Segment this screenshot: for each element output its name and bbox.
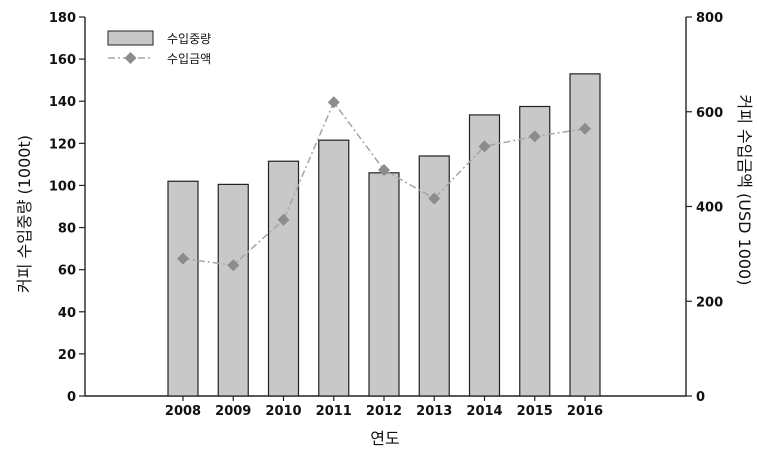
bar-2015 (519, 105, 551, 397)
marker-2014 (478, 140, 491, 153)
left-axis: 0 20 40 60 80 100 120 140 160 180 (49, 11, 85, 405)
bar-2014 (468, 114, 501, 397)
x-tick-label: 2011 (316, 404, 352, 419)
legend-line-label: 수입금액 (167, 52, 211, 66)
right-tick-label: 800 (696, 11, 723, 26)
left-tick-label: 100 (49, 179, 76, 194)
marker-2013 (428, 192, 441, 205)
left-tick-label: 160 (49, 53, 76, 68)
legend-bar-swatch (107, 30, 154, 46)
marker-2011 (327, 96, 340, 109)
legend-line-marker (124, 52, 137, 64)
bar-2011 (318, 139, 350, 397)
marker-2016 (579, 122, 591, 135)
x-tick-label: 2014 (466, 404, 502, 419)
left-tick-label: 120 (49, 137, 76, 152)
x-axis: 2008 2009 2010 2011 2012 2013 2014 2015 2016 (165, 396, 603, 419)
marker-2010 (277, 213, 290, 226)
right-tick-label: 200 (696, 295, 723, 310)
x-tick-label: 2009 (215, 404, 251, 419)
bar-2012 (368, 172, 400, 397)
right-tick-label: 400 (696, 201, 723, 216)
bar-2010 (267, 160, 300, 397)
x-tick-label: 2016 (567, 404, 603, 419)
right-tick-label: 600 (696, 106, 723, 121)
right-axis: 0 200 400 600 800 (686, 11, 723, 405)
x-tick-label: 2010 (265, 404, 301, 419)
x-tick-label: 2008 (165, 404, 201, 419)
left-tick-label: 0 (67, 390, 76, 405)
x-axis-title: 연도 (370, 429, 399, 448)
legend-bar-label: 수입중량 (167, 32, 211, 46)
marker-2009 (227, 259, 240, 272)
y2-axis-title: 커피 수입금액 (USD 1000) (735, 95, 754, 286)
left-tick-label: 60 (58, 264, 76, 279)
marker-2012 (378, 164, 390, 177)
x-tick-label: 2013 (416, 404, 452, 419)
x-tick-label: 2015 (517, 404, 553, 419)
bar-2016 (569, 73, 601, 397)
left-tick-label: 180 (49, 11, 76, 26)
left-tick-label: 20 (58, 348, 76, 363)
right-tick-label: 0 (696, 390, 705, 405)
bar-2008 (167, 180, 199, 397)
marker-2008 (177, 252, 189, 265)
left-tick-label: 80 (58, 222, 76, 237)
left-tick-label: 40 (58, 306, 76, 321)
y-axis-title: 커피 수입중량 (1000t) (15, 135, 34, 293)
marker-2015 (528, 130, 541, 143)
x-tick-label: 2012 (366, 404, 402, 419)
bar-series (167, 73, 601, 397)
line-series (177, 96, 591, 272)
legend: 수입중량 수입금액 (107, 30, 211, 66)
bar-2009 (217, 183, 249, 397)
left-tick-label: 140 (49, 95, 76, 110)
